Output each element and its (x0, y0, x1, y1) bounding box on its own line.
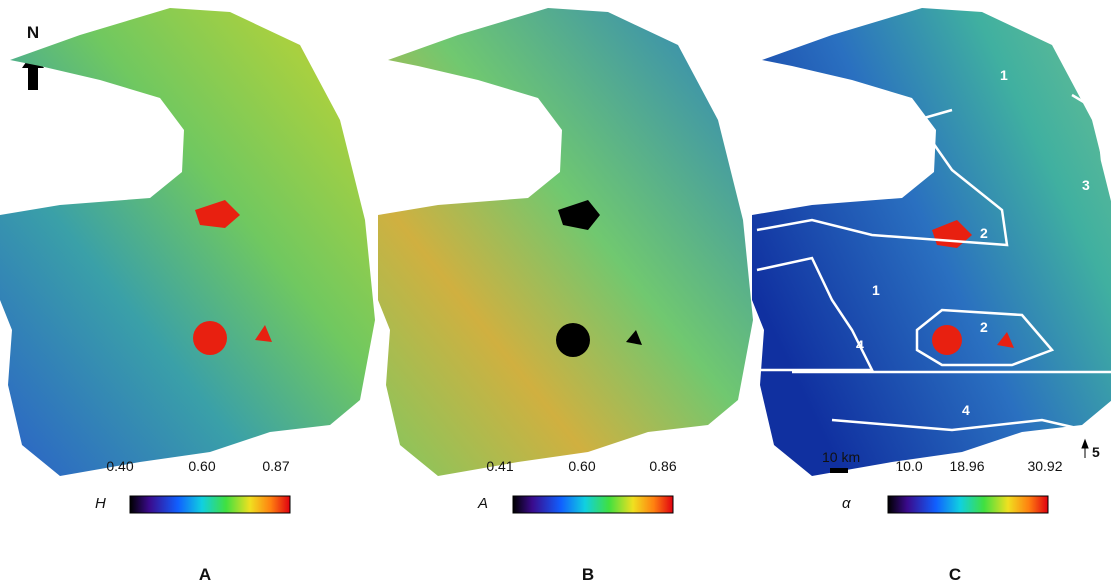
zone-label: 3 (1082, 177, 1090, 193)
zone-label: 2 (980, 319, 988, 335)
crater (193, 321, 227, 355)
zone-label: 1 (1000, 67, 1008, 83)
colorbar (512, 495, 674, 514)
panel-label: C (949, 565, 961, 584)
panel-c: 10 km α 10.0 18.96 30.92 C 1 3 2 1 2 4 4… (752, 8, 1111, 584)
colorbar (887, 495, 1049, 514)
map (752, 8, 1111, 476)
tick-label: 0.60 (188, 458, 215, 474)
zone-label: 4 (962, 402, 970, 418)
colorbar (129, 495, 291, 514)
panel-a: H 0.40 0.60 0.87 A (0, 8, 375, 584)
zone-boundaries (756, 93, 1111, 437)
tick-label: 18.96 (949, 458, 984, 474)
map (0, 8, 375, 476)
tick-label: 0.41 (486, 458, 513, 474)
zone-label: 4 (892, 462, 900, 478)
crater (558, 200, 600, 230)
symbol: H (95, 495, 106, 512)
tick-label: 0.87 (262, 458, 289, 474)
tick-label: 10.0 (895, 458, 922, 474)
zone-label: 5 (1092, 444, 1100, 460)
crater (626, 330, 642, 345)
crater (255, 325, 272, 342)
zone-label: 2 (980, 225, 988, 241)
crater (932, 325, 962, 355)
crater (556, 323, 590, 357)
crater (195, 200, 240, 228)
symbol: A (477, 495, 488, 512)
pointer (1081, 438, 1089, 458)
panel-label: B (582, 565, 594, 584)
zone-label: 4 (856, 337, 864, 353)
panel-label: A (199, 565, 211, 584)
scale-bar-label: 10 km (822, 449, 860, 465)
tick-label: 0.60 (568, 458, 595, 474)
crater (997, 332, 1014, 348)
symbol: α (842, 495, 851, 512)
tick-label: 30.92 (1027, 458, 1062, 474)
panel-b: A 0.41 0.60 0.86 B (378, 8, 753, 584)
scale-bar (830, 468, 848, 473)
zone-label: 1 (872, 282, 880, 298)
map (378, 8, 753, 476)
north-label: N (27, 23, 39, 42)
tick-label: 0.86 (649, 458, 676, 474)
tick-label: 0.40 (106, 458, 133, 474)
